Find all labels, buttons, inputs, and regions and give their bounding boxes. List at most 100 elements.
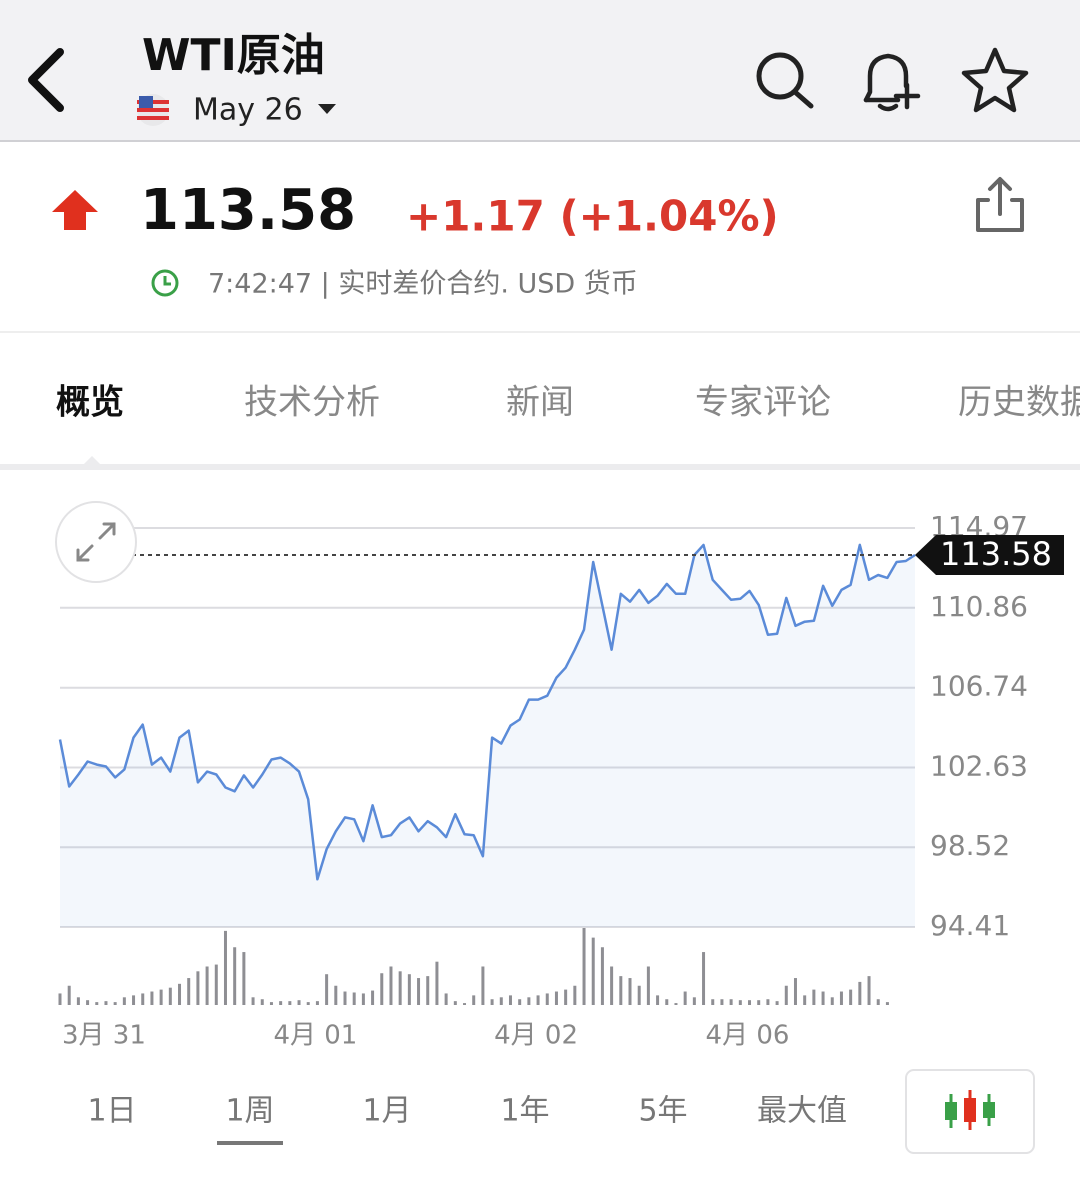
volume-bar <box>518 999 522 1005</box>
range-button[interactable]: 1周 <box>225 1094 274 1129</box>
price-line <box>58 543 916 881</box>
volume-bar <box>757 1000 761 1005</box>
tab[interactable]: 新闻 <box>506 383 574 423</box>
volume-bar <box>582 928 586 1005</box>
range-bar: 1日 1周 1月 1年 5年 最大值 <box>87 1094 847 1145</box>
chart-type-button[interactable] <box>905 1069 1035 1154</box>
volume-bar <box>159 989 163 1005</box>
search-button[interactable] <box>756 52 814 109</box>
volume-bar <box>288 1001 292 1005</box>
last-price-tag <box>915 534 1064 575</box>
volume-bar <box>398 971 402 1005</box>
volume-bar <box>610 966 614 1005</box>
volume-bar <box>867 976 871 1005</box>
tab[interactable]: 技术分析 <box>244 383 380 423</box>
volume-bar <box>646 966 650 1005</box>
volume-bar <box>803 995 807 1005</box>
volume-bar <box>453 1001 457 1005</box>
volume-bar <box>729 999 733 1005</box>
volume-bar <box>545 993 549 1005</box>
tab-shadow <box>0 464 1080 470</box>
volume-bar <box>683 991 687 1005</box>
favorite-button[interactable] <box>961 47 1029 113</box>
y-tick-label: 106.74 <box>930 670 1028 703</box>
volume-bar <box>435 961 439 1005</box>
volume-bar <box>839 991 843 1005</box>
volume-bar <box>527 997 531 1005</box>
volume-bar <box>637 985 641 1005</box>
range-button[interactable]: 5年 <box>638 1094 687 1129</box>
top-bar <box>0 0 1080 141</box>
volume-bar <box>665 999 669 1005</box>
volume-bar <box>67 985 71 1005</box>
contract-selector[interactable]: May 26 <box>193 93 303 128</box>
volume-bar <box>122 997 126 1005</box>
volume-bar <box>849 989 853 1005</box>
volume-bar <box>793 978 797 1005</box>
volume-bar <box>371 990 375 1005</box>
volume-bar <box>214 964 218 1005</box>
volume-bar <box>738 1000 742 1005</box>
y-tick-label: 110.86 <box>930 590 1028 623</box>
volume-bar <box>426 976 430 1005</box>
y-tick-label: 102.63 <box>930 749 1028 782</box>
tab[interactable]: 历史数据 <box>958 383 1080 423</box>
volume-bar <box>178 983 182 1005</box>
tab[interactable]: 专家评论 <box>695 383 831 423</box>
range-button[interactable]: 1年 <box>500 1094 549 1129</box>
tab-bar: 概览 技术分析 新闻 专家评论 历史数据 <box>56 383 1080 423</box>
volume-bar <box>472 995 476 1005</box>
last-price: 113.58 <box>140 178 356 243</box>
tab-indicator <box>82 456 102 466</box>
volume-bar <box>150 991 154 1005</box>
dropdown-caret[interactable] <box>318 104 336 114</box>
volume-bar <box>95 1002 99 1005</box>
share-button[interactable] <box>976 177 1024 232</box>
volume-bar <box>702 952 706 1005</box>
volume-bar <box>132 995 136 1005</box>
volume-bar <box>508 995 512 1005</box>
volume-bar <box>325 974 329 1005</box>
volume-bar <box>885 1002 889 1005</box>
x-tick-label: 3月 31 <box>62 1021 146 1051</box>
x-tick-label: 4月 02 <box>494 1021 578 1051</box>
volume-bar <box>536 995 540 1005</box>
volume-bar <box>490 999 494 1005</box>
volume-bar <box>389 966 393 1005</box>
alert-button[interactable] <box>863 53 921 112</box>
volume-bar <box>858 981 862 1005</box>
y-tick-label: 94.41 <box>930 909 1010 942</box>
volume-bar <box>196 971 200 1005</box>
volume-bar <box>573 985 577 1005</box>
volume-bar <box>104 1001 108 1005</box>
x-tick-label: 4月 01 <box>273 1021 357 1051</box>
volume-bar <box>554 991 558 1005</box>
range-button[interactable]: 最大值 <box>757 1094 847 1129</box>
volume-bar <box>306 1002 310 1005</box>
volume-bar <box>168 987 172 1005</box>
volume-bar <box>463 1003 467 1005</box>
y-tick-label: 98.52 <box>930 829 1010 862</box>
range-button[interactable]: 1日 <box>87 1094 136 1129</box>
volume-bar <box>766 999 770 1005</box>
clock-icon <box>151 269 179 297</box>
volume-bar <box>86 1000 90 1005</box>
tab[interactable]: 概览 <box>56 383 124 423</box>
x-tick-label: 4月 06 <box>706 1021 790 1051</box>
volume-bar <box>417 978 421 1005</box>
back-button[interactable] <box>28 48 64 112</box>
volume-bar <box>113 1002 117 1005</box>
last-price-label: 113.58 <box>940 535 1052 573</box>
volume-bar <box>251 997 255 1005</box>
range-button[interactable]: 1月 <box>362 1094 411 1129</box>
volume-bar <box>619 976 623 1005</box>
volume-bar <box>830 997 834 1005</box>
expand-button[interactable] <box>55 501 137 583</box>
volume-bar <box>600 947 604 1005</box>
volume-bar <box>775 1001 779 1005</box>
volume-bar <box>812 989 816 1005</box>
volume-bar <box>297 1000 301 1005</box>
volume-bar <box>269 1002 273 1005</box>
